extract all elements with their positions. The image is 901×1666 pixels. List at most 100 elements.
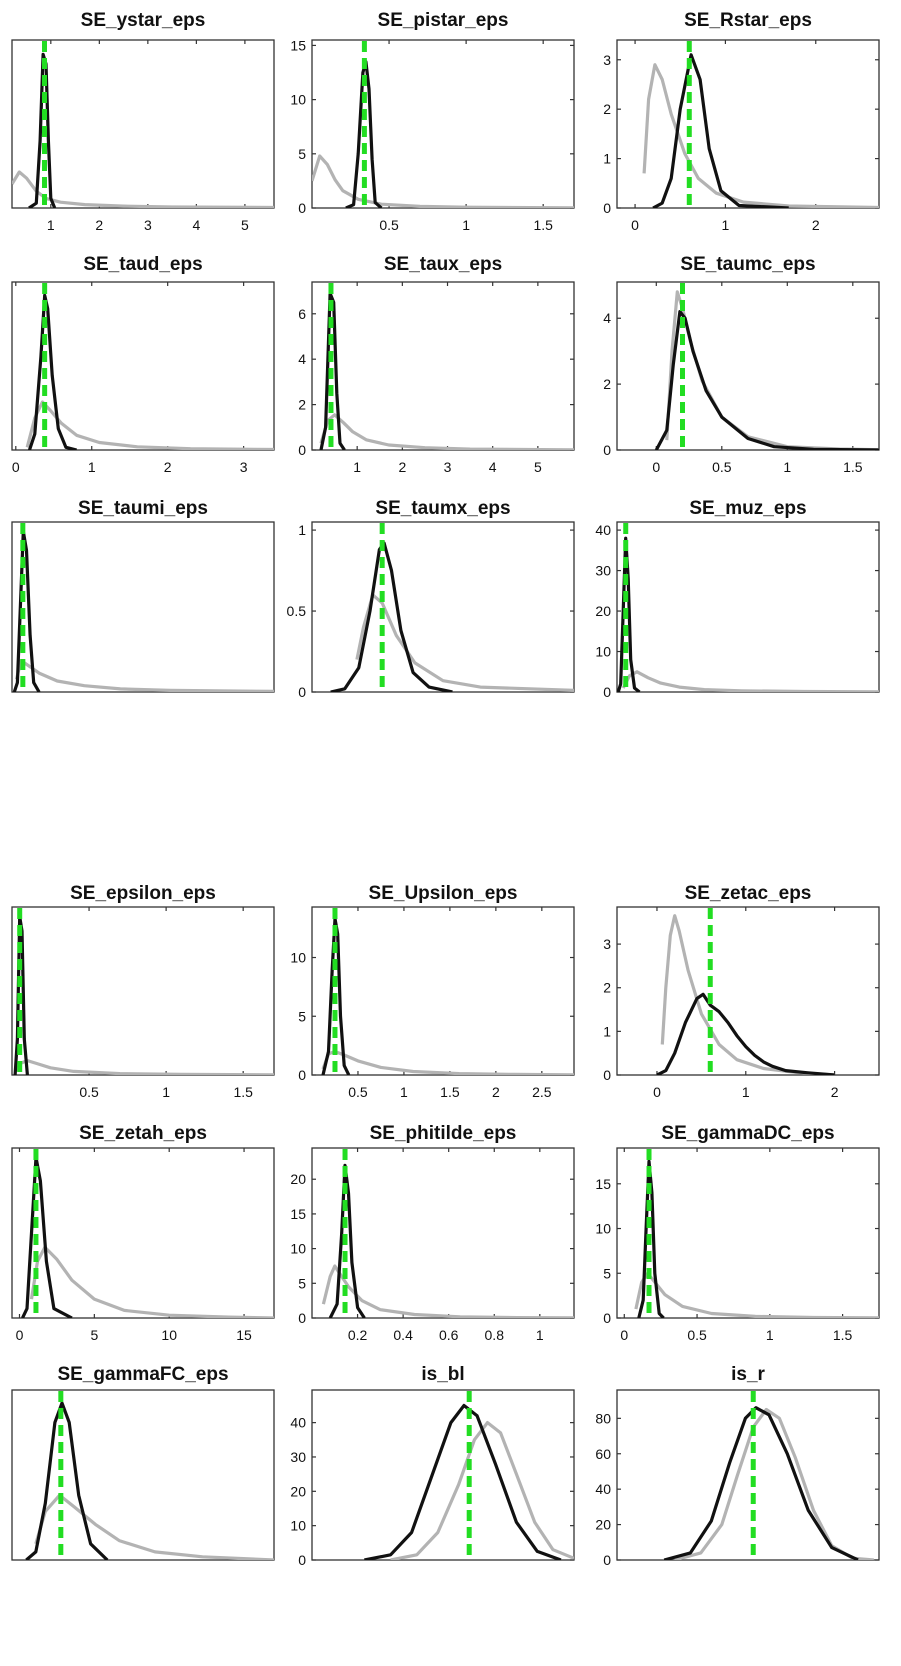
plot-frame (11, 906, 275, 1076)
x-tick-label: 5 (241, 217, 249, 233)
panel-11: SE_zetac_eps 0 1 2 0 1 2 3 (603, 883, 880, 1100)
panel-title: is_r (731, 1364, 765, 1385)
panel-title: SE_Rstar_eps (684, 10, 812, 31)
x-tick-label: 4 (192, 217, 200, 233)
x-tick-label: 1 (742, 1084, 750, 1100)
posterior-density-line (656, 992, 835, 1075)
x-tick-label: 10 (161, 1327, 177, 1343)
x-tick-label: 1 (766, 1327, 774, 1343)
plot-frame (11, 521, 275, 693)
y-tick-label: 5 (298, 1275, 306, 1291)
x-tick-label: 1 (353, 459, 361, 475)
x-tick-label: 0 (631, 217, 639, 233)
prior-density-line (321, 1049, 574, 1075)
panel-17: is_r 0 20 40 60 80 (595, 1364, 880, 1568)
y-tick-label: 6 (298, 306, 306, 322)
x-tick-label: 0 (620, 1327, 628, 1343)
posterior-density-line (637, 1159, 665, 1318)
panel-3: SE_taud_eps 0 1 2 3 (11, 254, 275, 475)
x-tick-label: 0.6 (439, 1327, 459, 1343)
y-tick-label: 0 (298, 1067, 306, 1083)
panel-title: SE_muz_eps (689, 498, 806, 519)
panel-5: SE_taumc_eps 0 0.5 1 1.5 0 2 4 (603, 254, 880, 475)
panel-10: SE_Upsilon_eps 0.5 1 1.5 2 2.5 0 5 10 (290, 883, 575, 1100)
plot-frame (11, 281, 275, 451)
y-tick-label: 10 (290, 92, 306, 108)
y-tick-label: 2 (603, 980, 611, 996)
x-tick-label: 4 (489, 459, 497, 475)
panel-0: SE_ystar_eps 1 2 3 4 5 (11, 10, 275, 233)
posterior-density-line (364, 1403, 562, 1560)
y-tick-label: 0.5 (287, 603, 307, 619)
prior-density-line (321, 1264, 574, 1318)
prior-density-line (34, 1493, 274, 1560)
prior-density-line (355, 593, 574, 692)
plot-frame (311, 39, 575, 209)
plot-frame (311, 906, 575, 1076)
y-tick-label: 40 (290, 1415, 306, 1431)
prior-density-line (642, 63, 879, 208)
y-tick-label: 10 (595, 1221, 611, 1237)
panel-9: SE_epsilon_eps 0.5 1 1.5 (11, 883, 275, 1100)
x-tick-label: 1 (722, 217, 730, 233)
x-tick-label: 0 (652, 459, 660, 475)
x-tick-label: 3 (444, 459, 452, 475)
x-tick-label: 0.5 (379, 217, 399, 233)
x-tick-label: 0.5 (712, 459, 732, 475)
y-tick-label: 10 (290, 1518, 306, 1534)
panel-1: SE_pistar_eps 0.5 1 1.5 0 5 10 15 (290, 10, 575, 233)
x-tick-label: 1 (783, 459, 791, 475)
posterior-density-line (13, 915, 29, 1075)
x-tick-label: 1.5 (843, 459, 863, 475)
panel-8: SE_muz_eps 0 10 20 30 40 (595, 498, 880, 700)
panel-title: SE_taux_eps (384, 254, 502, 275)
y-tick-label: 15 (290, 1206, 306, 1222)
panel-6: SE_taumi_eps (11, 498, 275, 693)
panel-16: is_bl 0 10 20 30 40 (290, 1364, 575, 1568)
x-tick-label: 3 (240, 459, 248, 475)
y-tick-label: 30 (290, 1449, 306, 1465)
plot-frame (311, 281, 575, 451)
plot-frame (311, 521, 575, 693)
x-tick-label: 2 (831, 1084, 839, 1100)
plot-frame (11, 1147, 275, 1319)
y-tick-label: 0 (603, 442, 611, 458)
y-tick-label: 10 (290, 950, 306, 966)
y-tick-label: 2 (298, 397, 306, 413)
panel-title: SE_taumc_eps (680, 254, 815, 275)
y-tick-label: 5 (603, 1265, 611, 1281)
x-tick-label: 2.5 (532, 1084, 552, 1100)
posterior-density-line (25, 1401, 109, 1560)
x-tick-label: 1 (462, 217, 470, 233)
y-tick-label: 0 (298, 1310, 306, 1326)
x-tick-label: 5 (534, 459, 542, 475)
x-tick-label: 1.5 (440, 1084, 460, 1100)
y-tick-label: 15 (290, 37, 306, 53)
y-tick-label: 0 (298, 684, 306, 700)
prior-density-line (13, 1059, 274, 1075)
x-tick-label: 2 (812, 217, 820, 233)
x-tick-label: 0 (16, 1327, 24, 1343)
y-tick-label: 40 (595, 1481, 611, 1497)
panel-14: SE_gammaDC_eps 0 0.5 1 1.5 0 5 10 15 (595, 1123, 880, 1343)
posterior-density-line (652, 53, 789, 208)
x-tick-label: 3 (144, 217, 152, 233)
y-tick-label: 0 (603, 1067, 611, 1083)
plot-frame (11, 1389, 275, 1561)
x-tick-label: 0.5 (687, 1327, 707, 1343)
x-tick-label: 0 (12, 459, 20, 475)
y-tick-label: 20 (595, 603, 611, 619)
y-tick-label: 1 (603, 1023, 611, 1039)
x-tick-label: 1 (47, 217, 55, 233)
posterior-density-line (663, 1406, 859, 1560)
panel-15: SE_gammaFC_eps (11, 1364, 275, 1561)
x-tick-label: 2 (164, 459, 172, 475)
posterior-density-line (27, 293, 77, 450)
y-tick-label: 10 (595, 644, 611, 660)
prior-density-line (29, 1245, 274, 1318)
y-tick-label: 60 (595, 1446, 611, 1462)
panel-title: SE_gammaDC_eps (661, 1123, 834, 1144)
y-tick-label: 2 (603, 101, 611, 117)
plot-frame (616, 39, 880, 209)
